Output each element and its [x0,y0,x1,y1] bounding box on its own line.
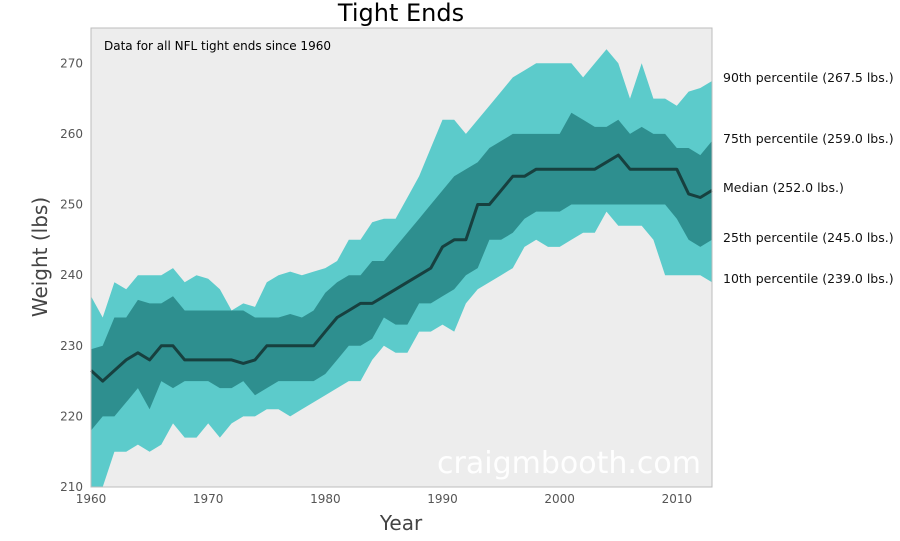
percentile-label: Median (252.0 lbs.) [723,180,844,195]
x-tick-label: 2010 [662,492,693,506]
y-tick-label: 210 [60,480,83,494]
median-series [89,153,713,383]
watermark: craigmbooth.com [437,446,701,481]
percentile-label: 10th percentile (239.0 lbs.) [723,271,894,286]
y-tick-label: 260 [60,127,83,141]
percentile-label: 90th percentile (267.5 lbs.) [723,70,894,85]
x-axis-ticks: 1960 1970 1980 1990 2000 2010 [76,492,692,506]
percentile-bands [91,49,712,487]
y-tick-label: 270 [60,56,83,70]
x-tick-label: 1960 [76,492,107,506]
x-tick-label: 1980 [310,492,341,506]
x-tick-label: 1990 [427,492,458,506]
y-axis-ticks: 210 220 230 240 250 260 270 [60,56,83,494]
y-tick-label: 220 [60,409,83,423]
y-tick-label: 230 [60,339,83,353]
median-line [89,153,713,383]
band-25th-75th-percentile [91,112,712,431]
data-annotation: Data for all NFL tight ends since 1960 [104,39,331,53]
percentile-label: 25th percentile (245.0 lbs.) [723,230,894,245]
plot-frame [90,27,713,488]
y-axis-label: Weight (lbs) [28,197,52,317]
chart-title: Tight Ends [337,0,464,27]
x-tick-label: 1970 [193,492,224,506]
percentile-label: 75th percentile (259.0 lbs.) [723,131,894,146]
x-axis-label: Year [379,511,423,535]
y-tick-label: 240 [60,268,83,282]
percentile-labels: 10th percentile (239.0 lbs.) 25th percent… [723,70,894,286]
y-tick-label: 250 [60,198,83,212]
x-tick-label: 2000 [544,492,575,506]
